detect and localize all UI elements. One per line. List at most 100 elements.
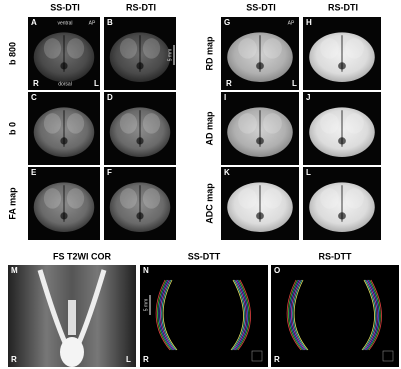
panel-letter: A <box>31 18 37 27</box>
panel-letter: N <box>143 266 149 275</box>
fiber-tract <box>290 279 306 351</box>
ventricle <box>60 137 68 145</box>
fiber-tract <box>364 279 378 351</box>
structure <box>68 300 76 335</box>
fiber-tract <box>365 279 380 351</box>
brain-lobe <box>142 38 161 59</box>
panels <box>8 17 399 367</box>
brain-lobe <box>263 188 282 209</box>
column-header: SS-DTT <box>188 251 221 261</box>
annotation: L <box>126 355 131 364</box>
annotation: AP <box>288 20 295 26</box>
panel-letter: E <box>31 168 37 177</box>
fiber-tract <box>159 279 175 351</box>
ventricle <box>136 137 144 145</box>
annotation: L <box>292 79 297 88</box>
row-header: RD map <box>204 36 214 71</box>
row-header: ADC map <box>204 183 214 224</box>
brain-lobe <box>320 38 339 59</box>
ventricle <box>60 62 68 70</box>
brain-lobe <box>263 38 282 59</box>
fiber-tract <box>363 279 377 351</box>
panel-letter: M <box>11 266 18 275</box>
brain-lobe <box>263 113 282 134</box>
brain-lobe <box>43 188 62 209</box>
fiber-tract <box>286 279 302 351</box>
brain-lobe <box>142 113 161 134</box>
fiber-tract <box>293 279 309 351</box>
panel-letter: B <box>107 18 113 27</box>
column-header: FS T2WI COR <box>53 251 111 261</box>
brain-lobe <box>238 113 257 134</box>
brain-lobe <box>238 188 257 209</box>
fiber-tract <box>237 279 251 351</box>
fiber-tract <box>232 279 246 351</box>
fiber-tract <box>361 279 375 351</box>
panel-letter: D <box>107 93 113 102</box>
panel-letter: H <box>306 18 312 27</box>
panel-letter: K <box>224 168 230 177</box>
fiber-tract <box>236 279 250 351</box>
brain-lobe <box>43 38 62 59</box>
row-header: b 0 <box>7 122 17 135</box>
fiber-tract <box>233 279 247 351</box>
brain-lobe <box>142 188 161 209</box>
brain-lobe <box>119 38 138 59</box>
brain-lobe <box>43 113 62 134</box>
fiber-tract <box>162 279 178 351</box>
annotation: R <box>33 79 39 88</box>
annotation: dorsal <box>58 81 72 87</box>
row-header: FA map <box>7 187 17 220</box>
fiber-tract <box>157 279 172 351</box>
panel-letter: F <box>107 168 112 177</box>
annotation: AP <box>89 20 96 26</box>
annotation: R <box>274 355 280 364</box>
fiber-tract <box>155 279 171 351</box>
ventricle <box>256 62 264 70</box>
brain-lobe <box>345 113 364 134</box>
structure <box>60 337 84 367</box>
nerve <box>37 269 107 347</box>
fiber-tract <box>289 279 305 351</box>
column-header: RS-DTI <box>126 2 156 12</box>
annotation: R <box>143 355 149 364</box>
annotation: R <box>226 79 232 88</box>
orientation-cube <box>251 350 263 362</box>
panel-letter: O <box>274 266 280 275</box>
brain-lobe <box>66 188 85 209</box>
row-header: b 800 <box>7 42 17 65</box>
fiber-tract <box>288 279 303 351</box>
fiber-tract <box>234 279 249 351</box>
column-header: SS-DTI <box>246 2 276 12</box>
ventricle <box>338 62 346 70</box>
orientation-cube <box>382 350 394 362</box>
ventricle <box>60 212 68 220</box>
fiber-tract <box>230 279 244 351</box>
column-header: RS-DTT <box>319 251 352 261</box>
panel-letter: L <box>306 168 311 177</box>
brain-lobe <box>119 188 138 209</box>
brain-lobe <box>320 113 339 134</box>
brain-lobe <box>119 113 138 134</box>
brain-lobe <box>66 113 85 134</box>
column-header: RS-DTI <box>328 2 358 12</box>
panel-letter: J <box>306 93 310 102</box>
annotation: R <box>11 355 17 364</box>
annotation: ventral <box>57 20 72 26</box>
fiber-tract <box>292 279 307 351</box>
fiber-tract <box>161 279 176 351</box>
scale-label: 5 mm <box>143 299 149 312</box>
ventricle <box>136 212 144 220</box>
labels: A B C D E F G H I J K L SS-DTI RS-DTI b 800 b 0 FA map SS… <box>7 2 358 364</box>
brain-lobe <box>66 38 85 59</box>
fiber-tract <box>368 279 382 351</box>
fiber-tract <box>158 279 174 351</box>
ventricle <box>338 212 346 220</box>
panel-letter: C <box>31 93 37 102</box>
ventricle <box>136 62 144 70</box>
brain-lobe <box>345 38 364 59</box>
brain-lobe <box>345 188 364 209</box>
column-header: SS-DTI <box>50 2 80 12</box>
scale-label: 5 mm <box>167 49 173 62</box>
